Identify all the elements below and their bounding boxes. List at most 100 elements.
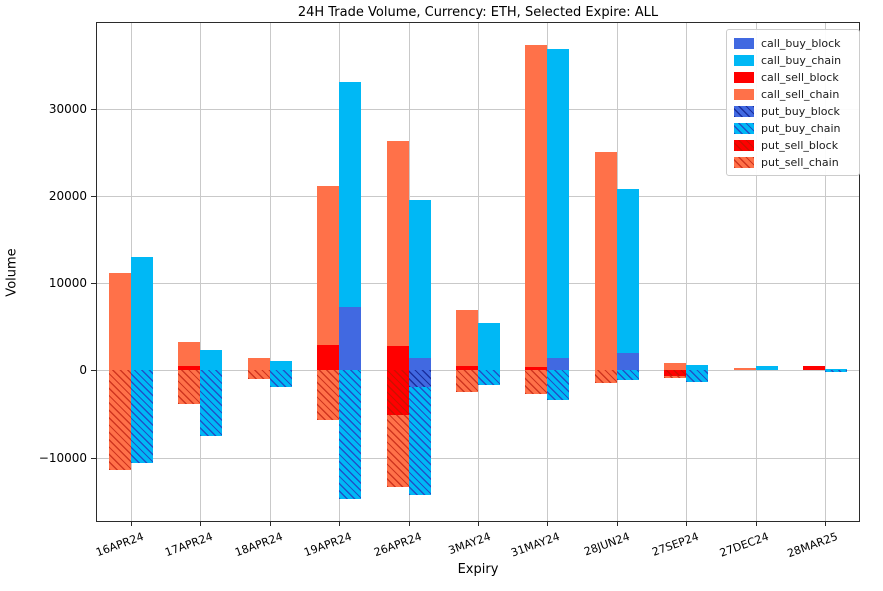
legend-swatch [734,140,754,151]
bar-segment-put_buy_chain [339,370,362,500]
bar-segment-call_buy_chain [686,365,709,371]
bar-segment-call_sell_block [317,345,340,371]
bar-segment-call_sell_chain [108,272,131,371]
bar-segment-put_sell_chain [456,370,478,393]
bar-segment-put_sell_chain [664,375,687,379]
x-tick-mark [616,522,618,526]
legend-swatch [734,89,754,100]
y-tick-mark [91,283,96,285]
bar-segment-call_buy_chain [269,360,292,371]
legend-label: put_sell_chain [761,156,839,169]
bar-segment-put_sell_chain [317,370,340,421]
y-tick-label: −10000 [38,450,87,465]
x-tick-mark [478,522,479,526]
legend-item-call_sell_chain: call_sell_chain [734,86,852,103]
bar-segment-call_buy_block [339,306,362,371]
x-tick-mark [686,522,688,526]
legend: call_buy_block call_buy_chain call_sell_bl… [726,29,860,176]
x-tick-mark [269,522,271,526]
legend-item-put_buy_chain: put_buy_chain [734,120,852,137]
x-tick-mark [755,522,757,526]
bar-segment-put_buy_chain [130,370,153,463]
legend-swatch [734,38,754,49]
legend-item-put_sell_block: put_sell_block [734,137,852,154]
bar-segment-put_sell_chain [525,370,548,394]
bar-segment-put_sell_chain [594,370,617,383]
legend-label: call_sell_block [761,71,839,84]
bar-segment-call_buy_chain [825,368,848,371]
legend-label: call_sell_chain [761,88,840,101]
bar-segment-call_sell_block [803,366,826,371]
legend-item-call_buy_block: call_buy_block [734,35,852,52]
bar-segment-call_buy_chain [200,350,223,371]
bar-segment-call_sell_chain [178,341,201,367]
bar-segment-put_sell_chain [386,414,409,488]
y-tick-mark [91,370,96,372]
y-tick-mark [91,109,96,111]
bar-segment-call_buy_block [408,358,431,371]
bar-segment-put_buy_chain [547,370,570,401]
legend-swatch [734,72,754,83]
bar-segment-put_buy_block [408,370,431,387]
legend-label: put_buy_chain [761,122,841,135]
gridline-vertical [825,22,827,522]
bar-segment-call_buy_chain [616,189,639,353]
legend-label: put_sell_block [761,139,839,152]
bar-segment-put_buy_chain [478,370,500,386]
legend-item-put_buy_block: put_buy_block [734,103,852,120]
bar-segment-call_sell_chain [386,141,409,347]
legend-item-put_sell_chain: put_sell_chain [734,154,852,171]
legend-label: call_buy_chain [761,54,842,67]
bar-segment-put_buy_chain [200,370,223,436]
gridline-vertical [478,22,479,522]
bar-segment-call_sell_chain [594,151,617,371]
y-tick-label: 10000 [48,276,87,291]
bar-segment-put_buy_chain [408,386,431,495]
bar-segment-call_sell_block [456,366,478,371]
bar-segment-put_sell_block [664,370,687,376]
bar-segment-call_buy_chain [478,323,500,371]
bar-segment-call_sell_block [386,346,409,371]
bar-segment-put_buy_chain [269,370,292,387]
y-axis-label: Volume [4,248,20,297]
bar-segment-call_sell_chain [525,44,548,367]
legend-swatch [734,123,754,134]
bar-segment-put_buy_chain [616,370,639,380]
bar-segment-call_buy_block [616,353,639,371]
x-tick-mark [339,522,341,526]
bar-segment-put_sell_block [386,370,409,415]
bar-segment-call_sell_chain [733,367,756,371]
bar-segment-call_buy_block [547,358,570,371]
bar-segment-call_sell_block [525,366,548,371]
legend-label: call_buy_block [761,37,841,50]
x-tick-mark [200,522,202,526]
x-tick-mark [825,522,827,526]
x-tick-mark [547,522,549,526]
y-tick-label: 0 [79,363,87,378]
legend-label: put_buy_block [761,105,840,118]
bar-segment-call_sell_chain [456,310,478,367]
x-tick-mark [408,522,410,526]
bar-segment-call_buy_chain [339,82,362,307]
x-tick-mark [130,522,132,526]
bar-segment-call_buy_chain [547,49,570,359]
bar-segment-call_buy_chain [755,366,778,371]
legend-item-call_buy_chain: call_buy_chain [734,52,852,69]
y-tick-label: 30000 [48,102,87,117]
bar-segment-call_sell_chain [664,363,687,371]
bar-segment-call_sell_chain [247,358,270,371]
y-tick-mark [91,457,96,459]
bar-segment-call_buy_chain [408,199,431,359]
gridline-vertical [200,22,202,522]
x-axis-label: Expiry [457,562,499,577]
bar-segment-put_buy_chain [686,370,709,382]
legend-swatch [734,55,754,66]
bar-segment-put_buy_chain [825,370,848,373]
bar-segment-put_sell_chain [108,370,131,470]
chart-title: 24H Trade Volume, Currency: ETH, Selecte… [297,5,659,20]
bar-segment-put_sell_chain [247,370,270,380]
y-tick-label: 20000 [48,189,87,204]
bar-segment-call_sell_block [178,366,201,371]
gridline-vertical [755,22,757,522]
